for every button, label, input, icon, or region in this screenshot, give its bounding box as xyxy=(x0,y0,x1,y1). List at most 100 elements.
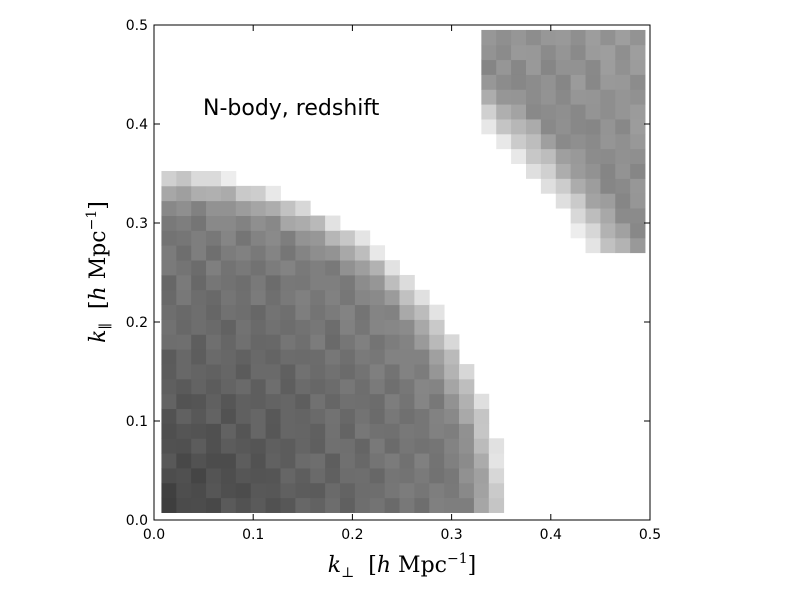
heatmap-cell xyxy=(176,245,192,261)
heatmap-cell xyxy=(615,89,631,105)
heatmap-cell xyxy=(220,334,237,350)
heatmap-cell xyxy=(414,423,430,439)
heatmap-cell xyxy=(176,497,192,513)
heatmap-cell xyxy=(250,438,266,454)
heatmap-cell xyxy=(250,378,266,395)
heatmap-cell xyxy=(250,482,266,499)
heatmap-cell xyxy=(220,364,237,380)
heatmap-cell xyxy=(235,289,252,306)
heatmap-cell xyxy=(250,289,266,306)
heatmap-cell xyxy=(161,185,177,202)
heatmap-cell xyxy=(176,171,192,187)
heatmap-cell xyxy=(220,423,237,439)
heatmap-cell xyxy=(161,171,177,187)
heatmap-cell xyxy=(354,289,371,306)
heatmap-cell xyxy=(161,304,177,320)
heatmap-cell xyxy=(161,438,177,454)
heatmap-cell xyxy=(630,29,646,46)
heatmap-cell xyxy=(540,133,557,150)
heatmap-cell xyxy=(570,133,586,150)
heatmap-cell xyxy=(414,482,430,499)
heatmap-cell xyxy=(176,378,192,395)
heatmap-cell xyxy=(555,148,572,164)
heatmap-cell xyxy=(555,29,572,46)
heatmap-cell xyxy=(570,89,586,105)
heatmap-cell xyxy=(191,482,207,499)
heatmap-cell xyxy=(354,274,371,291)
heatmap-cell xyxy=(615,148,631,164)
heatmap-cell xyxy=(429,423,445,439)
heatmap-cell xyxy=(488,497,505,513)
heatmap-cell xyxy=(325,497,341,513)
heatmap-cell xyxy=(630,237,646,254)
heatmap-cell xyxy=(161,215,177,231)
heatmap-cell xyxy=(384,319,400,335)
heatmap-cell xyxy=(220,245,237,261)
heatmap-cell xyxy=(615,133,631,150)
heatmap-cell xyxy=(369,378,386,395)
heatmap-cell xyxy=(310,260,326,276)
heatmap-cell xyxy=(206,349,222,365)
heatmap-cell xyxy=(206,482,222,499)
heatmap-cell xyxy=(600,163,616,179)
heatmap-cell xyxy=(540,163,557,179)
heatmap-cell xyxy=(191,349,207,365)
heatmap-cell xyxy=(235,274,252,291)
heatmap-cell xyxy=(399,408,415,424)
heatmap-cell xyxy=(340,438,356,454)
heatmap-cell xyxy=(473,423,490,439)
heatmap-cell xyxy=(191,215,207,231)
heatmap-cell xyxy=(473,497,490,513)
x-tick-label: 0.1 xyxy=(242,527,264,543)
heatmap-cell xyxy=(220,497,237,513)
heatmap-cell xyxy=(526,119,542,135)
heatmap-cell xyxy=(540,44,557,61)
heatmap-cell xyxy=(235,453,252,469)
heatmap-cell xyxy=(585,44,601,61)
heatmap-cell xyxy=(310,289,326,306)
heatmap-cell xyxy=(414,468,430,484)
heatmap-cell xyxy=(340,408,356,424)
heatmap-cell xyxy=(615,193,631,209)
heatmap-cell xyxy=(354,438,371,454)
heatmap-cell xyxy=(265,408,281,424)
heatmap-cell xyxy=(250,349,266,365)
heatmap-cell xyxy=(265,185,281,202)
heatmap-cell xyxy=(220,289,237,306)
heatmap-cell xyxy=(496,133,512,150)
heatmap-cell xyxy=(280,497,296,513)
heatmap-cell xyxy=(250,393,266,410)
heatmap-cell xyxy=(369,453,386,469)
heatmap-cell xyxy=(206,304,222,320)
heatmap-cell xyxy=(206,245,222,261)
heatmap-cell xyxy=(481,74,497,90)
heatmap-cell xyxy=(630,208,646,224)
heatmap-cell xyxy=(191,497,207,513)
heatmap-cell xyxy=(444,334,460,350)
heatmap-cell xyxy=(585,29,601,46)
heatmap-cell xyxy=(384,482,400,499)
heatmap-cell xyxy=(444,378,460,395)
heatmap-cell xyxy=(630,193,646,209)
heatmap-cell xyxy=(295,200,311,216)
heatmap-cell xyxy=(265,378,281,395)
x-tick-label: 0.0 xyxy=(143,527,165,543)
heatmap-cell xyxy=(325,319,341,335)
heatmap-cell xyxy=(265,482,281,499)
heatmap-cell xyxy=(295,408,311,424)
heatmap-cell xyxy=(191,334,207,350)
heatmap-cell xyxy=(600,133,616,150)
heatmap-cell xyxy=(325,364,341,380)
heatmap-cell xyxy=(235,319,252,335)
y-axis-label: k∥[h Mpc−1] xyxy=(84,201,114,343)
heatmap-cell xyxy=(310,319,326,335)
heatmap-cell xyxy=(220,304,237,320)
heatmap-cell xyxy=(265,260,281,276)
heatmap-cell xyxy=(399,319,415,335)
heatmap-cell xyxy=(191,393,207,410)
heatmap-cell xyxy=(161,482,177,499)
heatmap-cell xyxy=(176,319,192,335)
heatmap-cell xyxy=(295,230,311,246)
heatmap-cell xyxy=(191,438,207,454)
heatmap-cell xyxy=(600,119,616,135)
